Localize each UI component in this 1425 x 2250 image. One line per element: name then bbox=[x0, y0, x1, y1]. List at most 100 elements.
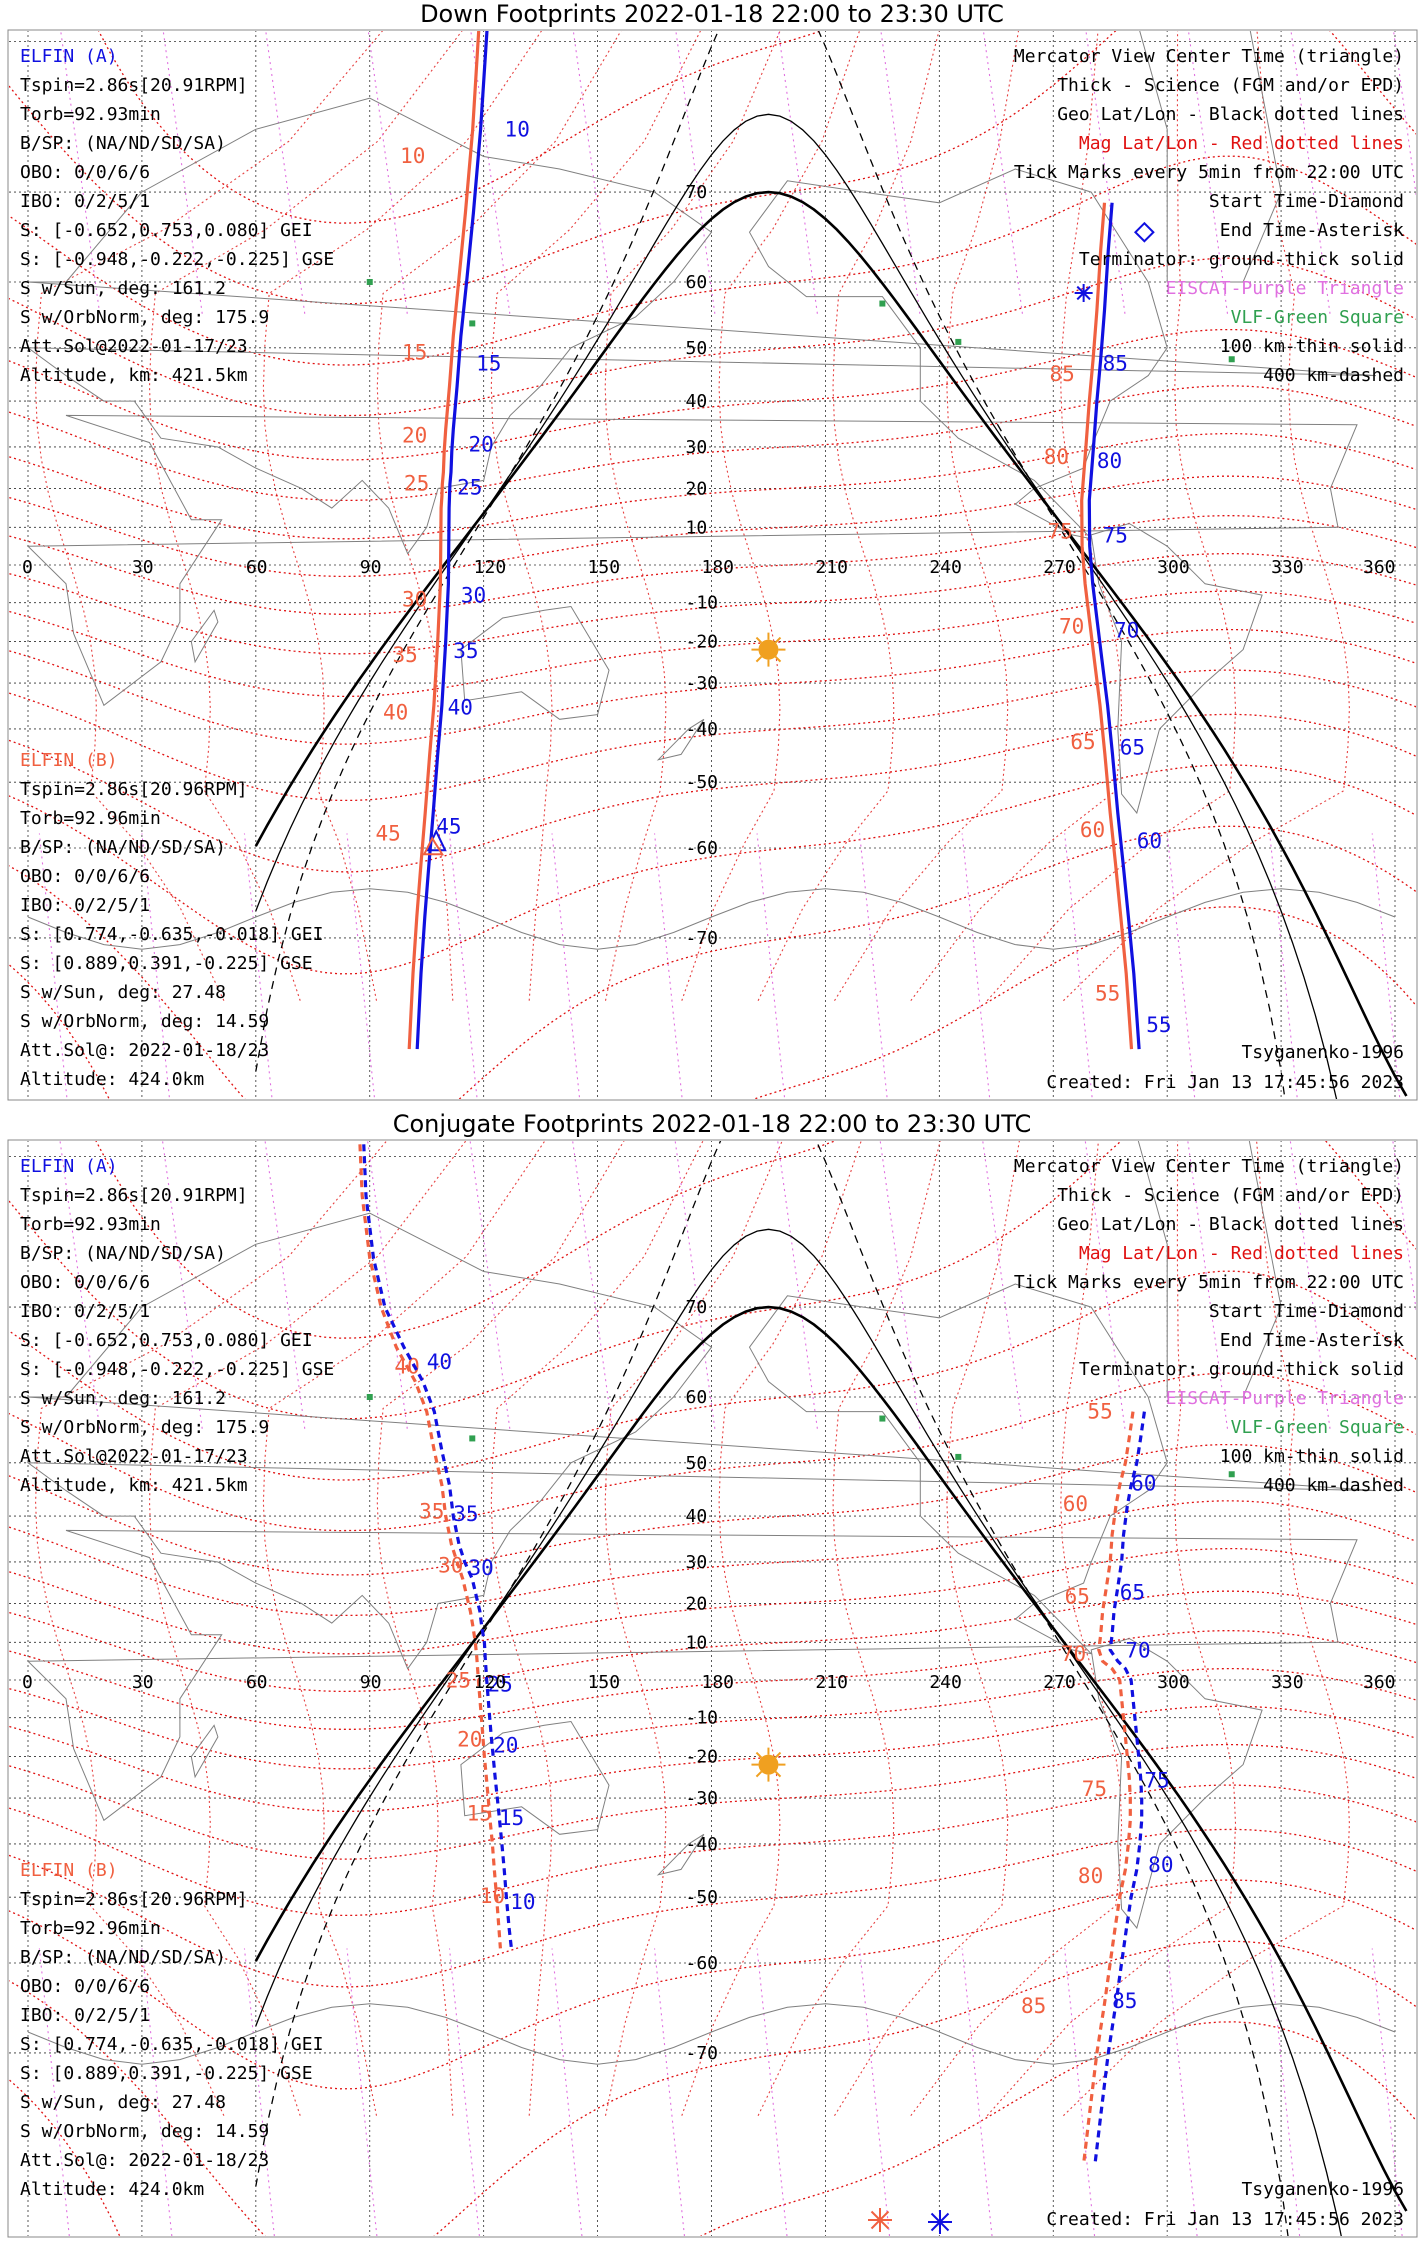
lat-tick-label: -30 bbox=[686, 1788, 719, 1809]
terminator-100km bbox=[255, 113, 1338, 1099]
elfin-a-info-line: S w/Sun, deg: 161.2 bbox=[20, 1388, 226, 1409]
elfin-a-info-line: Altitude, km: 421.5km bbox=[20, 1475, 248, 1496]
mag-meridian bbox=[148, 1141, 467, 2116]
track-tick-label: 25 bbox=[487, 1672, 512, 1696]
eiscat-radial-north bbox=[572, 31, 614, 318]
end-time-asterisk bbox=[1074, 284, 1093, 303]
antarctica-coast bbox=[27, 2003, 1396, 2065]
track-tick-label: 25 bbox=[457, 475, 482, 499]
track-tick-label: 35 bbox=[393, 643, 418, 667]
track-tick-label: 70 bbox=[1061, 1642, 1086, 1666]
legend-entry: End Time-Asterisk bbox=[1220, 1330, 1404, 1351]
mag-meridian bbox=[490, 31, 702, 1001]
mag-meridian bbox=[986, 31, 1237, 1002]
track-tick-label: 30 bbox=[438, 1554, 463, 1578]
mag-parallel bbox=[9, 385, 1416, 502]
lon-tick-label: 90 bbox=[360, 557, 382, 578]
vlf-station-square bbox=[366, 279, 373, 285]
track-tick-label: 75 bbox=[1048, 520, 1073, 544]
legend-entry: 100 km-thin solid bbox=[1220, 1446, 1404, 1467]
track-tick-label: 80 bbox=[1097, 449, 1122, 473]
elfin-b-info-line: Att.Sol@: 2022-01-18/23 bbox=[20, 1040, 269, 1061]
eiscat-radial-north bbox=[880, 31, 921, 318]
track-tick-label: 20 bbox=[468, 432, 493, 456]
coastline bbox=[1137, 1141, 1282, 1398]
mag-parallel bbox=[9, 1590, 1416, 1693]
lat-tick-label: -10 bbox=[686, 1708, 719, 1729]
elfin-a-info-line: Att.Sol@2022-01-17/23 bbox=[20, 1446, 248, 1467]
elfin-a-info-line: S: [-0.948,-0.222,-0.225] GSE bbox=[20, 249, 334, 270]
elfin-b-info-line: Tspin=2.86s[20.96RPM] bbox=[20, 779, 248, 800]
terminator-100km bbox=[255, 1228, 1342, 2236]
elfin-a-info-line: Tspin=2.86s[20.91RPM] bbox=[20, 75, 248, 96]
eiscat-radial-north bbox=[264, 1141, 306, 1433]
legend-entry: Terminator: ground-thick solid bbox=[1079, 249, 1404, 270]
lon-tick-label: 0 bbox=[22, 1672, 33, 1693]
elfin-a-info-line: IBO: 0/2/5/1 bbox=[20, 191, 150, 212]
mag-meridian bbox=[986, 1141, 1237, 2117]
track-tick-label: 25 bbox=[404, 471, 429, 495]
lon-tick-label: 120 bbox=[474, 557, 507, 578]
lat-tick-label: -20 bbox=[686, 1747, 719, 1768]
lon-tick-label: 300 bbox=[1157, 557, 1190, 578]
elfin-b-info-line: B/SP: (NA/ND/SD/SA) bbox=[20, 837, 226, 858]
coastline bbox=[656, 1833, 705, 1876]
track-tick-label: 65 bbox=[1120, 735, 1145, 759]
vlf-station-square bbox=[469, 1435, 476, 1442]
lat-tick-label: -20 bbox=[686, 632, 719, 653]
eiscat-radial-north bbox=[1290, 31, 1331, 318]
lat-tick-label: 60 bbox=[686, 1387, 708, 1408]
track-tick-label: 15 bbox=[476, 351, 501, 375]
eiscat-radial-north bbox=[675, 31, 716, 318]
lon-tick-label: 150 bbox=[588, 557, 621, 578]
elfin-b-info-line: OBO: 0/0/6/6 bbox=[20, 866, 150, 887]
elfin-a-info-line: Altitude, km: 421.5km bbox=[20, 365, 248, 386]
track-tick-label: 55 bbox=[1087, 1400, 1112, 1424]
track-tick-label: 25 bbox=[446, 1669, 471, 1693]
eiscat-radial-north bbox=[367, 31, 409, 318]
coastline bbox=[748, 168, 1168, 540]
elfin-b-info-line: B/SP: (NA/ND/SD/SA) bbox=[20, 1947, 226, 1968]
track-tick-label: 30 bbox=[468, 1556, 493, 1580]
mag-parallel bbox=[9, 1630, 1416, 1730]
elfin-a-title: ELFIN (A) bbox=[20, 1156, 118, 1177]
mag-parallel bbox=[9, 764, 1416, 975]
track-tick-label: 70 bbox=[1125, 1638, 1150, 1662]
elfin-b-title: ELFIN (B) bbox=[20, 1860, 118, 1881]
coastline bbox=[26, 1212, 1377, 1670]
eiscat-radial-north bbox=[265, 31, 306, 318]
legend-entry: 400 km-dashed bbox=[1263, 365, 1404, 386]
elfin-b-info-line: S w/Sun, deg: 27.48 bbox=[20, 982, 226, 1003]
coastline bbox=[656, 718, 705, 761]
mag-meridian bbox=[757, 31, 940, 1001]
elfin-a-info-line: B/SP: (NA/ND/SD/SA) bbox=[20, 133, 226, 154]
mag-meridian bbox=[1063, 1141, 1350, 2117]
lon-tick-label: 180 bbox=[702, 1672, 735, 1693]
elfin-b-info-line: Altitude: 424.0km bbox=[20, 2179, 204, 2200]
lat-tick-label: 50 bbox=[686, 338, 708, 359]
mag-parallel bbox=[9, 1141, 1416, 1420]
eiscat-radial-north bbox=[879, 1141, 921, 1433]
panel-title: Conjugate Footprints 2022-01-18 22:00 to… bbox=[393, 1110, 1032, 1138]
footprint-track bbox=[1093, 1411, 1146, 2165]
eiscat-radial-north bbox=[777, 1141, 819, 1433]
track-tick-label: 60 bbox=[1063, 1492, 1088, 1516]
mag-parallel bbox=[9, 432, 1416, 540]
track-tick-label: 35 bbox=[453, 639, 478, 663]
track-tick-label: 55 bbox=[1146, 1013, 1171, 1037]
elfin-b-info-line: S: [0.774,-0.635,-0.018] GEI bbox=[20, 2034, 323, 2055]
lon-tick-label: 30 bbox=[132, 1672, 154, 1693]
down-footprints-panel: Down Footprints 2022-01-18 22:00 to 23:3… bbox=[7, 0, 1418, 1101]
lat-tick-label: 20 bbox=[686, 1593, 708, 1614]
elfin-b-info-line: S w/OrbNorm, deg: 14.59 bbox=[20, 2121, 269, 2142]
eiscat-radial-north bbox=[982, 31, 1024, 318]
eiscat-radial-north bbox=[162, 1141, 204, 1433]
lon-tick-label: 120 bbox=[474, 1672, 507, 1693]
mag-parallel bbox=[9, 628, 1416, 745]
lon-tick-label: 30 bbox=[132, 557, 154, 578]
map-area: 40 35 30 25 20 15 10 40 35 30 25 20 15 10 55 60 65 70 75 80… bbox=[9, 1141, 1416, 2236]
legend-entry: Thick - Science (FGM and/or EPD) bbox=[1057, 75, 1404, 96]
lat-tick-label: -50 bbox=[686, 1887, 719, 1908]
mag-meridian bbox=[1063, 31, 1350, 1002]
